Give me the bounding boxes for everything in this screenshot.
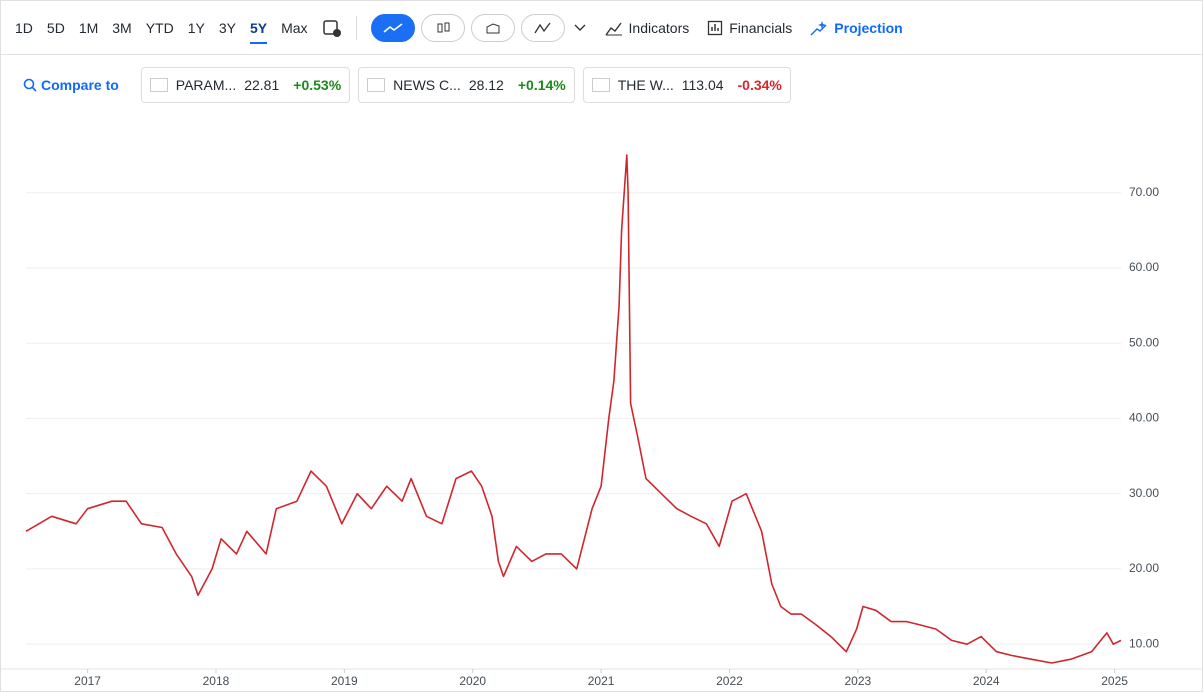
x-tick-label: 2017 (74, 674, 101, 688)
x-tick-label: 2020 (459, 674, 486, 688)
range-button[interactable]: Max (281, 19, 308, 36)
chip-name: PARAM... (175, 77, 237, 93)
compare-label[interactable]: Compare to (41, 77, 119, 93)
chip-icon (149, 78, 168, 92)
range-button[interactable]: YTD (145, 19, 174, 36)
chip-icon (367, 78, 386, 92)
chart-type-button[interactable] (520, 13, 565, 42)
y-tick-label: 40.00 (1129, 411, 1159, 425)
x-tick-label: 2021 (588, 674, 615, 688)
compare-chip[interactable]: PARAM... 22.81 +0.53% (140, 67, 351, 103)
chart: 10.00 20.00 30.00 40.00 50.00 60.00 70.00 2017 2… (1, 154, 1202, 688)
toolbar: 1D 5D 1M 3M YTD 1Y 3Y 5Y Max Indicators Financial… (1, 1, 1202, 55)
range-button[interactable]: 3M (112, 19, 132, 36)
y-tick-label: 20.00 (1129, 561, 1159, 575)
range-button[interactable]: 5D (46, 19, 65, 36)
candle-chart-button[interactable] (420, 13, 465, 42)
tool-label: Projection (834, 19, 903, 36)
y-tick-label: 70.00 (1129, 185, 1159, 199)
dropdown-arrow[interactable] (573, 23, 587, 33)
tool-button[interactable]: Projection (810, 19, 903, 36)
range-button[interactable]: 3Y (218, 19, 236, 36)
range-button[interactable]: 1M (78, 19, 99, 36)
search-icon (23, 78, 37, 92)
chip-name: NEWS C... (393, 77, 461, 93)
x-tick-label: 2025 (1101, 674, 1128, 688)
compare-chip[interactable]: NEWS C... 28.12 +0.14% (358, 67, 575, 103)
chip-change: +0.53% (293, 77, 342, 93)
chip-change: +0.14% (517, 77, 566, 93)
x-tick-label: 2024 (973, 674, 1000, 688)
chip-price: 113.04 (681, 77, 724, 93)
chip-price: 28.12 (468, 77, 504, 93)
chip-icon (591, 78, 610, 92)
range-button[interactable]: 1D (15, 19, 33, 36)
y-tick-label: 30.00 (1129, 486, 1159, 500)
tool-group: Indicators Financials Projection (587, 20, 903, 36)
y-tick-label: 50.00 (1129, 335, 1159, 349)
tool-button[interactable]: Indicators (604, 19, 690, 36)
price-line (25, 154, 1122, 664)
area-chart-button[interactable] (470, 13, 515, 42)
calendar-icon[interactable] (322, 18, 342, 38)
y-tick-label: 60.00 (1129, 260, 1159, 274)
x-tick-label: 2023 (844, 674, 871, 688)
tool-button[interactable]: Financials (707, 20, 792, 36)
compare-bar: Compare to PARAM... 22.81 +0.53% NEWS C... 2… (23, 67, 799, 103)
x-tick-label: 2022 (716, 674, 743, 688)
range-button[interactable]: 5Y (249, 19, 268, 44)
chip-change: -0.34% (737, 77, 782, 93)
line-chart-button[interactable] (370, 13, 415, 42)
range-button[interactable]: 1Y (187, 19, 205, 36)
tool-label: Financials (729, 19, 793, 36)
compare-chip[interactable]: THE W... 113.04 -0.34% (582, 67, 791, 103)
x-tick-label: 2019 (331, 674, 358, 688)
y-tick-label: 10.00 (1129, 636, 1159, 650)
chip-name: THE W... (617, 77, 674, 93)
x-tick-label: 2018 (203, 674, 230, 688)
range-group: 1D 5D 1M 3M YTD 1Y 3Y 5Y Max (1, 19, 308, 44)
chip-price: 22.81 (244, 77, 280, 93)
tool-label: Indicators (628, 19, 690, 36)
